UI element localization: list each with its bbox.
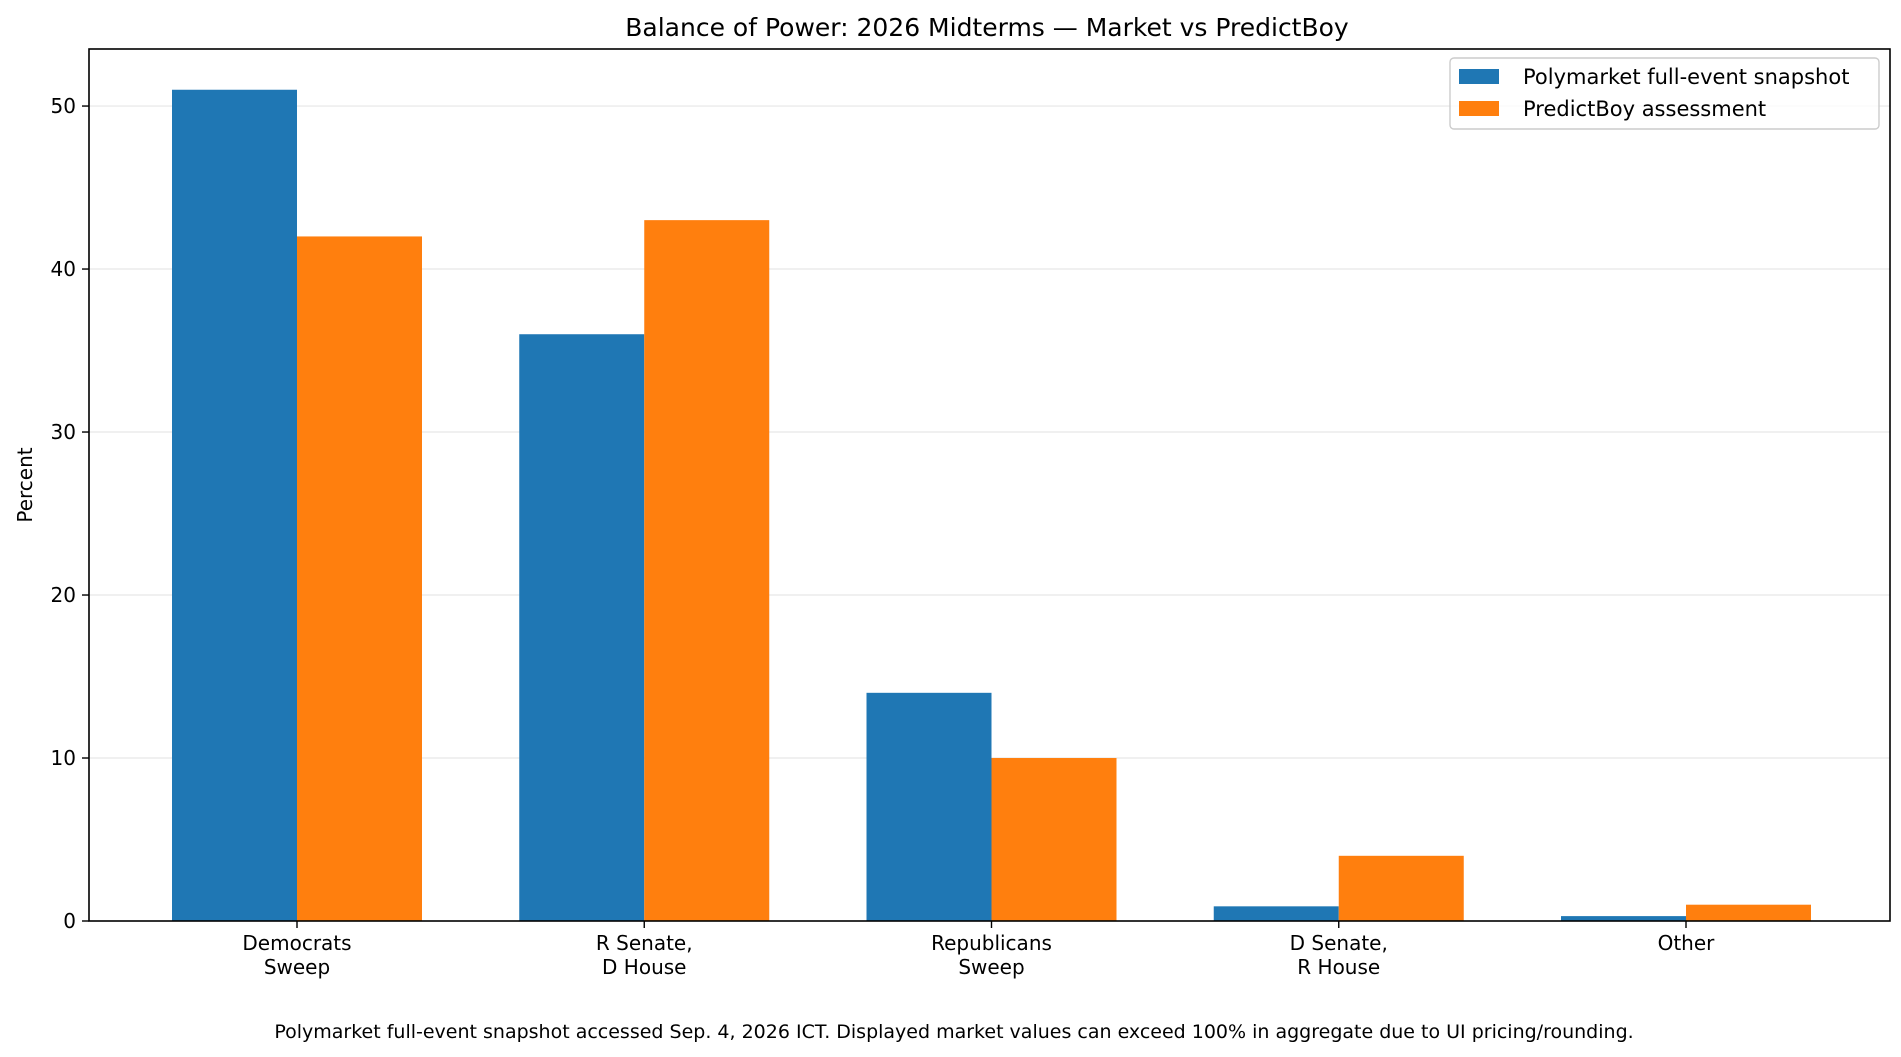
- x-tick-label: Republicans: [931, 931, 1052, 955]
- chart-footnote: Polymarket full-event snapshot accessed …: [274, 1021, 1633, 1043]
- bar-predictboy: [1338, 855, 1464, 921]
- bar-polymarket: [866, 692, 992, 921]
- x-tick-label: Sweep: [958, 955, 1024, 979]
- chart-title: Balance of Power: 2026 Midterms — Market…: [625, 13, 1349, 42]
- y-axis-label: Percent: [13, 447, 37, 522]
- y-tick-label: 0: [63, 909, 76, 933]
- legend: Polymarket full-event snapshot PredictBo…: [1449, 57, 1880, 130]
- bar-predictboy: [1686, 904, 1811, 921]
- bar-polymarket: [519, 334, 645, 921]
- x-tick-label: R Senate,: [596, 931, 693, 955]
- x-tick-label: R House: [1297, 955, 1380, 979]
- legend-swatch-predictboy: [1459, 101, 1499, 116]
- legend-label-predictboy: PredictBoy assessment: [1523, 97, 1766, 121]
- x-tick-label: Sweep: [264, 955, 330, 979]
- y-tick-label: 30: [51, 420, 76, 444]
- bar-predictboy: [991, 758, 1117, 921]
- x-tick-label: Other: [1658, 931, 1716, 955]
- y-axis: 0 10 20 30 40 50: [51, 94, 89, 933]
- bar-polymarket: [1213, 906, 1339, 921]
- x-tick-label: D Senate,: [1290, 931, 1388, 955]
- x-tick-label: Democrats: [242, 931, 351, 955]
- y-tick-label: 20: [51, 583, 76, 607]
- legend-frame: [1449, 57, 1880, 130]
- x-tick-label: D House: [602, 955, 686, 979]
- y-tick-label: 10: [51, 746, 76, 770]
- legend-swatch-polymarket: [1459, 69, 1499, 84]
- y-tick-label: 50: [51, 94, 76, 118]
- bar-predictboy: [297, 236, 422, 921]
- plot-area-frame: [88, 48, 1891, 922]
- bars: [172, 89, 1811, 921]
- bar-predictboy: [644, 220, 770, 921]
- bar-polymarket: [172, 89, 297, 921]
- legend-label-polymarket: Polymarket full-event snapshot: [1523, 65, 1849, 89]
- bar-polymarket: [1561, 916, 1686, 921]
- y-tick-label: 40: [51, 257, 76, 281]
